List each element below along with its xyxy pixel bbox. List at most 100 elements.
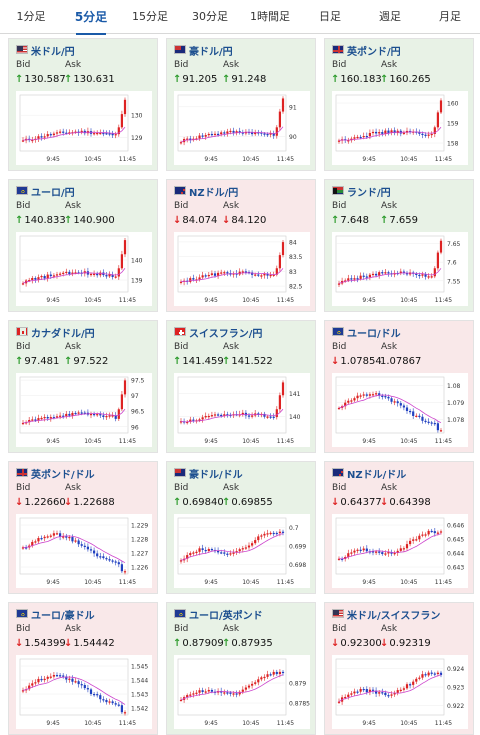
mini-candlestick-chart[interactable]: 96 96.5 97 97.5 9:45 10:45 11:45 bbox=[16, 373, 152, 447]
tab-15min[interactable]: 15分足 bbox=[132, 10, 168, 23]
rate-card[interactable]: ユーロ/ドル Bid Ask ↓1.07854 1.07867 1.078 1.079 1.0… bbox=[324, 320, 474, 453]
candle-body bbox=[92, 693, 96, 696]
mini-candlestick-chart[interactable]: 7.55 7.6 7.65 9:45 10:45 11:45 bbox=[332, 232, 468, 306]
currency-pair-name[interactable]: ランド/円 bbox=[347, 188, 391, 199]
rate-card[interactable]: スイスフラン/円 Bid Ask ↑141.459 ↑141.522 140 141 9:45… bbox=[166, 320, 316, 453]
candle-body bbox=[40, 275, 43, 278]
rate-card[interactable]: 米ドル/スイスフラン Bid Ask ↓0.92300 ↓0.92319 0.922 0.9… bbox=[324, 602, 474, 735]
currency-pair-name[interactable]: ユーロ/英ポンド bbox=[189, 611, 263, 622]
candle-body bbox=[390, 398, 393, 402]
currency-pair-name[interactable]: NZドル/ドル bbox=[347, 470, 407, 481]
currency-pair-name[interactable]: スイスフラン/円 bbox=[189, 329, 263, 340]
candle-body bbox=[120, 114, 124, 128]
mini-candlestick-chart[interactable]: 0.8785 0.879 9:45 10:45 11:45 bbox=[174, 655, 310, 729]
mini-candlestick-chart[interactable]: 140 141 9:45 10:45 11:45 bbox=[174, 373, 310, 447]
candle-body bbox=[399, 689, 402, 691]
bid-value: ↑0.87909 bbox=[173, 638, 224, 649]
candle-body bbox=[46, 274, 49, 279]
candle-body bbox=[381, 132, 384, 134]
x-tick-label: 9:45 bbox=[204, 156, 218, 163]
rate-card[interactable]: ユーロ/豪ドル Bid Ask ↓1.54399 ↓1.54442 1.542 1.543 1… bbox=[8, 602, 158, 735]
currency-pair-name[interactable]: ユーロ/ドル bbox=[347, 329, 401, 340]
rate-card[interactable]: カナダドル/円 Bid Ask ↑97.481 ↑97.522 96 96.5 97 97.5 9… bbox=[8, 320, 158, 453]
candle-body bbox=[365, 548, 368, 552]
candle-body bbox=[275, 409, 278, 418]
candle-body bbox=[340, 558, 344, 560]
rate-card[interactable]: NZドル/ドル Bid Ask ↓0.64377 ↓0.64398 0.643 0.644 0… bbox=[324, 461, 474, 594]
candle-body bbox=[96, 553, 99, 557]
currency-pair-name[interactable]: 英ポンド/ドル bbox=[31, 470, 95, 481]
candle-body bbox=[244, 131, 248, 134]
candle-body bbox=[260, 677, 263, 680]
us-flag-icon bbox=[332, 609, 344, 618]
mini-candlestick-chart[interactable]: 139 140 9:45 10:45 11:45 bbox=[16, 232, 152, 306]
mini-candlestick-chart[interactable]: 82.5 83 83.5 84 9:45 10:45 11:45 bbox=[174, 232, 310, 306]
currency-pair-name[interactable]: 豪ドル/ドル bbox=[189, 470, 243, 481]
candle-body bbox=[37, 678, 40, 683]
candle-body bbox=[55, 274, 59, 276]
x-tick-label: 11:45 bbox=[277, 156, 294, 163]
currency-pair-name[interactable]: NZドル/円 bbox=[189, 188, 239, 199]
tab-1min[interactable]: 1分足 bbox=[16, 10, 46, 23]
rate-card[interactable]: 英ポンド/円 Bid Ask ↑160.183 ↑160.265 158 159 160 9:4… bbox=[324, 38, 474, 171]
rate-card[interactable]: 米ドル/円 Bid Ask ↑130.587 ↑130.631 129 130 9:45 10:… bbox=[8, 38, 158, 171]
rate-card[interactable]: ランド/円 Bid Ask ↑7.648 ↑7.659 7.55 7.6 7.65 9:45 10… bbox=[324, 179, 474, 312]
candle-body bbox=[424, 134, 427, 136]
rate-card[interactable]: ユーロ/円 Bid Ask ↑140.833 ↑140.900 139 140 9:45 10:… bbox=[8, 179, 158, 312]
candle-body bbox=[49, 134, 52, 136]
mini-candlestick-chart[interactable]: 0.922 0.923 0.924 9:45 10:45 11:45 bbox=[332, 655, 468, 729]
currency-pair-name[interactable]: 米ドル/円 bbox=[31, 47, 75, 58]
candle-body bbox=[278, 531, 282, 534]
candle-body bbox=[433, 673, 436, 675]
candle-body bbox=[439, 100, 443, 113]
candle-body bbox=[43, 275, 46, 279]
tab-30min[interactable]: 30分足 bbox=[192, 10, 228, 23]
currency-pair-name[interactable]: ユーロ/円 bbox=[31, 188, 75, 199]
rate-card[interactable]: 英ポンド/ドル Bid Ask ↓1.22660 ↓1.22688 1.226 1.227 1… bbox=[8, 461, 158, 594]
candle-body bbox=[281, 242, 285, 256]
gb-flag-icon bbox=[16, 468, 28, 477]
y-tick-label: 1.227 bbox=[131, 551, 148, 558]
candle-body bbox=[356, 278, 359, 280]
tab-monthly[interactable]: 月足 bbox=[439, 10, 461, 23]
rate-card[interactable]: NZドル/円 Bid Ask ↓84.074 ↓84.120 82.5 83 83.5 84 9:… bbox=[166, 179, 316, 312]
ask-label: Ask bbox=[381, 60, 398, 70]
bid-up-arrow-icon: ↑ bbox=[15, 74, 24, 85]
tab-daily[interactable]: 日足 bbox=[319, 10, 341, 23]
ask-value: ↑0.69855 bbox=[222, 497, 273, 508]
mini-candlestick-chart[interactable]: 90 91 9:45 10:45 11:45 bbox=[174, 91, 310, 165]
currency-pair-name[interactable]: 豪ドル/円 bbox=[189, 47, 233, 58]
currency-pair-name[interactable]: 英ポンド/円 bbox=[347, 47, 401, 58]
bid-label: Bid bbox=[174, 60, 189, 70]
currency-pair-name[interactable]: カナダドル/円 bbox=[31, 329, 95, 340]
candle-body bbox=[266, 533, 269, 535]
candle-body bbox=[337, 140, 341, 142]
candle-body bbox=[80, 544, 83, 546]
rate-card[interactable]: ユーロ/英ポンド Bid Ask ↑0.87909 ↑0.87935 0.8785 0.87… bbox=[166, 602, 316, 735]
mini-candlestick-chart[interactable]: 1.078 1.079 1.08 9:45 10:45 11:45 bbox=[332, 373, 468, 447]
mini-candlestick-chart[interactable]: 0.643 0.644 0.645 0.646 9:45 10:45 11:45 bbox=[332, 514, 468, 588]
candle-body bbox=[235, 551, 238, 553]
candle-body bbox=[96, 132, 99, 135]
y-tick-label: 129 bbox=[131, 135, 143, 142]
moving-average-line bbox=[338, 674, 442, 703]
tab-weekly[interactable]: 週足 bbox=[379, 10, 401, 23]
candle-body bbox=[241, 548, 244, 550]
candle-body bbox=[368, 274, 372, 278]
rate-card[interactable]: 豪ドル/円 Bid Ask ↑91.205 ↑91.248 90 91 9:45 10:45 11… bbox=[166, 38, 316, 171]
mini-candlestick-chart[interactable]: 1.542 1.543 1.544 1.545 9:45 10:45 11:45 bbox=[16, 655, 152, 729]
x-tick-label: 11:45 bbox=[119, 720, 136, 727]
moving-average-line bbox=[22, 126, 126, 141]
mini-candlestick-chart[interactable]: 129 130 9:45 10:45 11:45 bbox=[16, 91, 152, 165]
tab-5min[interactable]: 5分足 bbox=[62, 0, 120, 35]
currency-pair-name[interactable]: ユーロ/豪ドル bbox=[31, 611, 95, 622]
mini-candlestick-chart[interactable]: 158 159 160 9:45 10:45 11:45 bbox=[332, 91, 468, 165]
rate-card[interactable]: 豪ドル/ドル Bid Ask ↑0.69840 ↑0.69855 0.698 0.699 0.… bbox=[166, 461, 316, 594]
currency-pair-name[interactable]: 米ドル/スイスフラン bbox=[347, 611, 441, 622]
mini-candlestick-chart[interactable]: 0.698 0.699 0.7 9:45 10:45 11:45 bbox=[174, 514, 310, 588]
bid-label: Bid bbox=[332, 201, 347, 211]
x-tick-label: 9:45 bbox=[46, 720, 60, 727]
mini-candlestick-chart[interactable]: 1.226 1.227 1.228 1.229 9:45 10:45 11:45 bbox=[16, 514, 152, 588]
candle-body bbox=[40, 417, 43, 420]
tab-1hour[interactable]: 1時間足 bbox=[250, 10, 290, 23]
